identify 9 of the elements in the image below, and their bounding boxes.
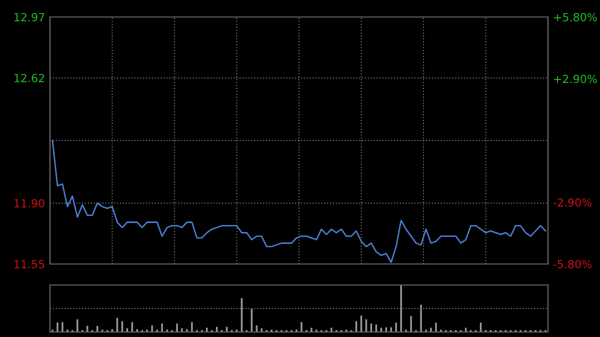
y2-tick-label: +5.80% [554,12,597,22]
y2-tick-label: -2.90% [553,198,592,207]
y2-tick-label: +2.90% [554,74,597,84]
y-tick-label: 11.90 [14,199,44,208]
y-tick-label: 12.97 [14,12,44,22]
y-tick-label: 11.55 [14,260,44,268]
line-series [52,140,546,263]
y-tick-label: 12.62 [14,74,44,82]
y2-tick-label: -5.80% [553,260,592,268]
